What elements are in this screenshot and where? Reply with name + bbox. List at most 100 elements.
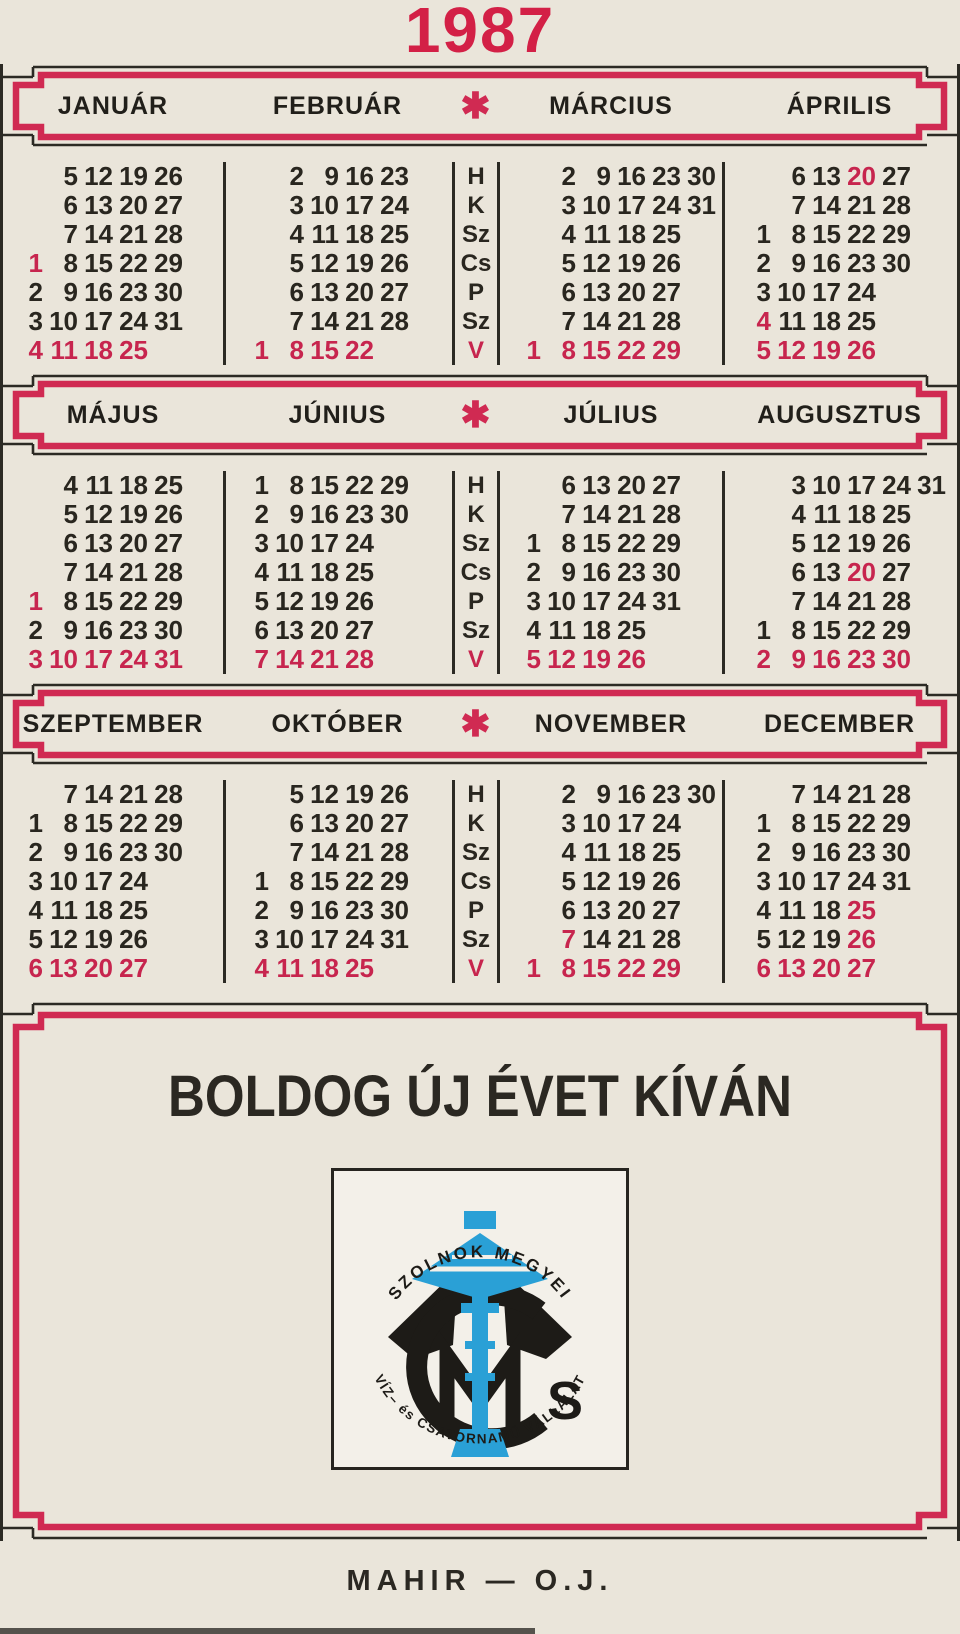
week-row: 3 10 17 24 31 — [725, 471, 957, 500]
date-cell: 18 — [582, 615, 611, 645]
date-cell: 15 — [582, 953, 611, 983]
date-cell: 21 — [119, 219, 148, 249]
plaque-frame-icon — [3, 1002, 957, 1540]
calendar-card: JANUÁR FEBRUÁR ✱ MÁRCIUS ÁPRILIS 5 12 19 26… — [0, 64, 960, 1541]
month-grid-februar: 2 9 16 23 3 10 17 24 4 11 18 25 5 12 19 26 6 13 20 27 7 14 21 2… — [223, 162, 452, 365]
date-cell: 17 — [617, 190, 646, 220]
date-cell: 1 — [254, 335, 269, 365]
date-cell: 27 — [119, 953, 148, 983]
weekday-letter: P — [467, 897, 484, 924]
month-label-aprilis: ÁPRILIS — [786, 91, 893, 120]
week-row: 6 13 20 27 — [226, 809, 452, 838]
date-cell: 11 — [813, 499, 842, 529]
date-cell: 19 — [617, 248, 646, 278]
date-cell: 16 — [812, 644, 841, 674]
week-row: 2 9 16 23 30 — [500, 162, 722, 191]
date-cell: 22 — [345, 335, 374, 365]
week-row: 6 13 20 27 — [226, 278, 452, 307]
date-cell: 13 — [84, 528, 113, 558]
date-cell: 17 — [345, 190, 374, 220]
weekday-letter: Sz — [461, 839, 490, 866]
date-cell: 16 — [84, 277, 113, 307]
date-cell: 27 — [652, 895, 681, 925]
date-cell: 8 — [63, 808, 78, 838]
week-row: 6 13 20 27 — [725, 162, 957, 191]
date-cell: 11 — [548, 615, 577, 645]
company-logo: S SZOLNOK MEGYEI — [331, 1168, 629, 1470]
date-cell: 19 — [617, 866, 646, 896]
week-row: 4 11 18 25 — [500, 838, 722, 867]
week-row: 6 13 20 27 — [725, 954, 957, 983]
week-row: 1 8 15 22 29 — [500, 529, 722, 558]
date-cell: 26 — [345, 586, 374, 616]
date-cell: 1 — [526, 953, 541, 983]
date-cell: 18 — [84, 895, 113, 925]
date-cell: 18 — [812, 895, 841, 925]
date-cell: 29 — [652, 953, 681, 983]
date-cell: 9 — [596, 161, 611, 191]
date-cell: 23 — [652, 779, 681, 809]
date-cell: 20 — [119, 190, 148, 220]
date-cell: 30 — [154, 277, 183, 307]
date-cell: 23 — [345, 895, 374, 925]
date-cell: 2 — [28, 837, 43, 867]
week-row: 7 14 21 28 — [226, 307, 452, 336]
week-row: 2 9 16 23 30 — [3, 616, 223, 645]
month-label-december: DECEMBER — [763, 709, 916, 738]
week-row: 1 8 15 22 29 — [3, 249, 223, 278]
date-cell: 11 — [276, 557, 305, 587]
date-cell: 21 — [345, 837, 374, 867]
week-row: 7 14 21 28 — [3, 780, 223, 809]
date-cell: 20 — [310, 615, 339, 645]
date-cell: 6 — [561, 277, 576, 307]
date-cell: 27 — [882, 557, 911, 587]
header-plaque-q1: JANUÁR FEBRUÁR ✱ MÁRCIUS ÁPRILIS — [3, 64, 957, 148]
date-cell: 12 — [275, 586, 304, 616]
date-cell: 2 — [561, 161, 576, 191]
date-cell: 7 — [561, 499, 576, 529]
date-cell: 20 — [84, 953, 113, 983]
date-cell: 2 — [28, 615, 43, 645]
date-cell: 8 — [289, 866, 304, 896]
date-cell: 28 — [882, 586, 911, 616]
date-cell: 2 — [254, 895, 269, 925]
date-cell: 26 — [617, 644, 646, 674]
new-year-greeting: BOLDOG ÚJ ÉVET KÍVÁN — [168, 1064, 792, 1129]
date-cell: 29 — [652, 335, 681, 365]
header-plaque-q3: SZEPTEMBER OKTÓBER ✱ NOVEMBER DECEMBER — [3, 682, 957, 766]
month-label-marcius: MÁRCIUS — [549, 91, 673, 120]
week-row: 1 8 15 22 29 — [226, 867, 452, 896]
date-cell: 22 — [617, 335, 646, 365]
date-cell: 1 — [756, 219, 771, 249]
date-cell: 18 — [617, 837, 646, 867]
date-cell: 14 — [582, 499, 611, 529]
date-cell: 27 — [847, 953, 876, 983]
date-cell: 25 — [119, 335, 148, 365]
date-cell: 26 — [847, 335, 876, 365]
date-cell: 20 — [617, 277, 646, 307]
date-cell: 16 — [310, 895, 339, 925]
date-cell: 9 — [791, 248, 806, 278]
date-cell: 5 — [756, 335, 771, 365]
date-cell: 4 — [254, 557, 269, 587]
date-cell: 4 — [561, 837, 576, 867]
date-cell: 7 — [63, 219, 78, 249]
week-row: 2 9 16 23 30 — [3, 278, 223, 307]
week-row: 7 14 21 28 — [725, 191, 957, 220]
date-cell: 5 — [63, 499, 78, 529]
date-cell: 15 — [812, 219, 841, 249]
week-row: 1 8 15 22 29 — [226, 471, 452, 500]
date-cell: 3 — [756, 277, 771, 307]
date-cell: 10 — [812, 470, 841, 500]
date-cell: 2 — [289, 161, 304, 191]
date-cell: 7 — [791, 190, 806, 220]
date-cell: 28 — [652, 306, 681, 336]
date-cell: 17 — [582, 586, 611, 616]
date-cell: 8 — [63, 586, 78, 616]
plaque-frame-icon — [3, 65, 957, 147]
date-cell: 2 — [756, 248, 771, 278]
date-cell: 3 — [289, 190, 304, 220]
date-cell: 26 — [154, 161, 183, 191]
date-cell: 3 — [756, 866, 771, 896]
date-cell: 16 — [617, 779, 646, 809]
